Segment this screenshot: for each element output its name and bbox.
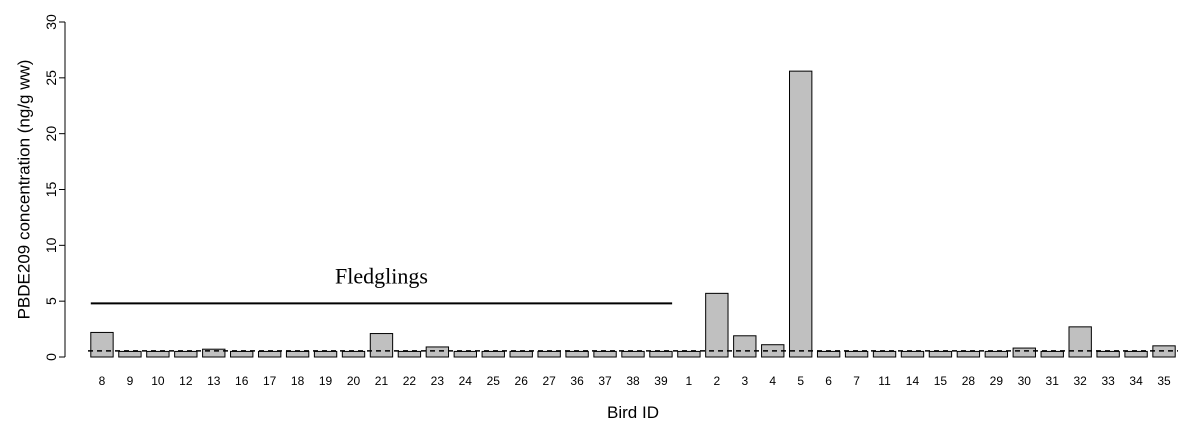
y-tick-label: 0 — [43, 353, 59, 361]
bar-31 — [1040, 350, 1064, 358]
bar-14 — [900, 350, 925, 358]
x-tick-label-16: 16 — [235, 374, 249, 388]
x-tick-label-35: 35 — [1157, 374, 1171, 388]
x-tick-label-12: 12 — [179, 374, 193, 388]
x-tick-label-13: 13 — [207, 374, 221, 388]
bar-34 — [1124, 350, 1148, 358]
bar-2 — [705, 292, 729, 358]
bar-15 — [928, 350, 953, 358]
bar-30 — [1012, 347, 1036, 358]
x-axis-title: Bird ID — [607, 403, 659, 422]
bar-27 — [537, 350, 561, 358]
x-tick-label-34: 34 — [1129, 374, 1143, 388]
x-tick-label-20: 20 — [347, 374, 361, 388]
x-tick-label-15: 15 — [934, 374, 948, 388]
x-tick-label-23: 23 — [431, 374, 445, 388]
x-tick-label-24: 24 — [459, 374, 473, 388]
bar-19 — [313, 350, 338, 358]
x-tick-label-37: 37 — [598, 374, 612, 388]
bar-29 — [984, 350, 1009, 358]
bar-1 — [677, 350, 701, 358]
x-tick-label-11: 11 — [878, 374, 891, 388]
x-tick-label-8: 8 — [99, 374, 106, 388]
x-tick-label-25: 25 — [487, 374, 501, 388]
y-tick-label: 20 — [43, 126, 59, 142]
y-tick-label: 15 — [43, 182, 59, 198]
bar-17 — [257, 350, 282, 358]
bar-16 — [230, 350, 254, 358]
bar-5 — [789, 70, 813, 358]
x-tick-label-31: 31 — [1046, 374, 1060, 388]
y-tick-label: 25 — [43, 70, 59, 86]
x-tick-label-9: 9 — [127, 374, 134, 388]
y-tick-label: 10 — [43, 237, 59, 253]
bar-10 — [146, 350, 170, 358]
x-tick-label-6: 6 — [825, 374, 832, 388]
bar-37 — [593, 350, 617, 358]
x-tick-label-27: 27 — [542, 374, 556, 388]
bar-38 — [621, 350, 645, 358]
fledglings-label: Fledglings — [335, 263, 428, 288]
bar-25 — [481, 350, 505, 358]
x-tick-label-28: 28 — [962, 374, 976, 388]
bar-28 — [956, 350, 981, 358]
x-tick-label-29: 29 — [990, 374, 1004, 388]
overlays: Fledglings — [88, 263, 1178, 352]
x-tick-label-5: 5 — [797, 374, 804, 388]
bar-7 — [844, 350, 869, 358]
x-tick-label-18: 18 — [291, 374, 305, 388]
x-tick-label-10: 10 — [151, 374, 165, 388]
bar-18 — [285, 350, 310, 358]
x-tick-label-38: 38 — [626, 374, 640, 388]
x-tick-label-2: 2 — [714, 374, 721, 388]
bar-22 — [397, 350, 422, 358]
bar-6 — [816, 350, 841, 358]
bar-32 — [1068, 326, 1092, 358]
bars — [90, 70, 1176, 358]
bar-23 — [425, 346, 450, 358]
bar-33 — [1096, 350, 1120, 358]
x-tick-label-32: 32 — [1073, 374, 1087, 388]
x-tick-label-22: 22 — [403, 374, 417, 388]
x-tick-label-1: 1 — [686, 374, 693, 388]
x-tick-label-21: 21 — [375, 374, 389, 388]
bar-36 — [565, 350, 589, 358]
bar-13 — [202, 348, 226, 358]
x-tick-label-3: 3 — [741, 374, 748, 388]
bar-12 — [174, 350, 198, 358]
bar-39 — [649, 350, 673, 358]
x-tick-label-17: 17 — [263, 374, 277, 388]
y-axis: 0 5 10 15 20 25 30 — [43, 14, 66, 361]
bar-11 — [872, 350, 897, 358]
x-tick-label-4: 4 — [769, 374, 776, 388]
x-tick-label-26: 26 — [515, 374, 529, 388]
bar-3 — [733, 335, 757, 358]
y-axis-title: PBDE209 concentration (ng/g ww) — [15, 60, 34, 320]
x-tick-label-36: 36 — [570, 374, 584, 388]
bar-21 — [369, 333, 394, 358]
x-tick-label-30: 30 — [1018, 374, 1032, 388]
x-tick-labels: 8 9 10 12 13 16 17 18 19 20 21 22 23 24 25 26 27 36 37 38 39… — [99, 374, 1171, 388]
bar-9 — [118, 350, 142, 358]
x-tick-label-14: 14 — [906, 374, 920, 388]
bar-26 — [509, 350, 533, 358]
bar-20 — [341, 350, 366, 358]
y-tick-label: 5 — [43, 297, 59, 305]
bar-8 — [90, 331, 114, 358]
x-tick-label-39: 39 — [654, 374, 668, 388]
bar-24 — [453, 350, 477, 358]
x-tick-label-7: 7 — [853, 374, 860, 388]
x-tick-label-33: 33 — [1101, 374, 1115, 388]
y-tick-label: 30 — [43, 14, 59, 30]
x-tick-label-19: 19 — [319, 374, 333, 388]
